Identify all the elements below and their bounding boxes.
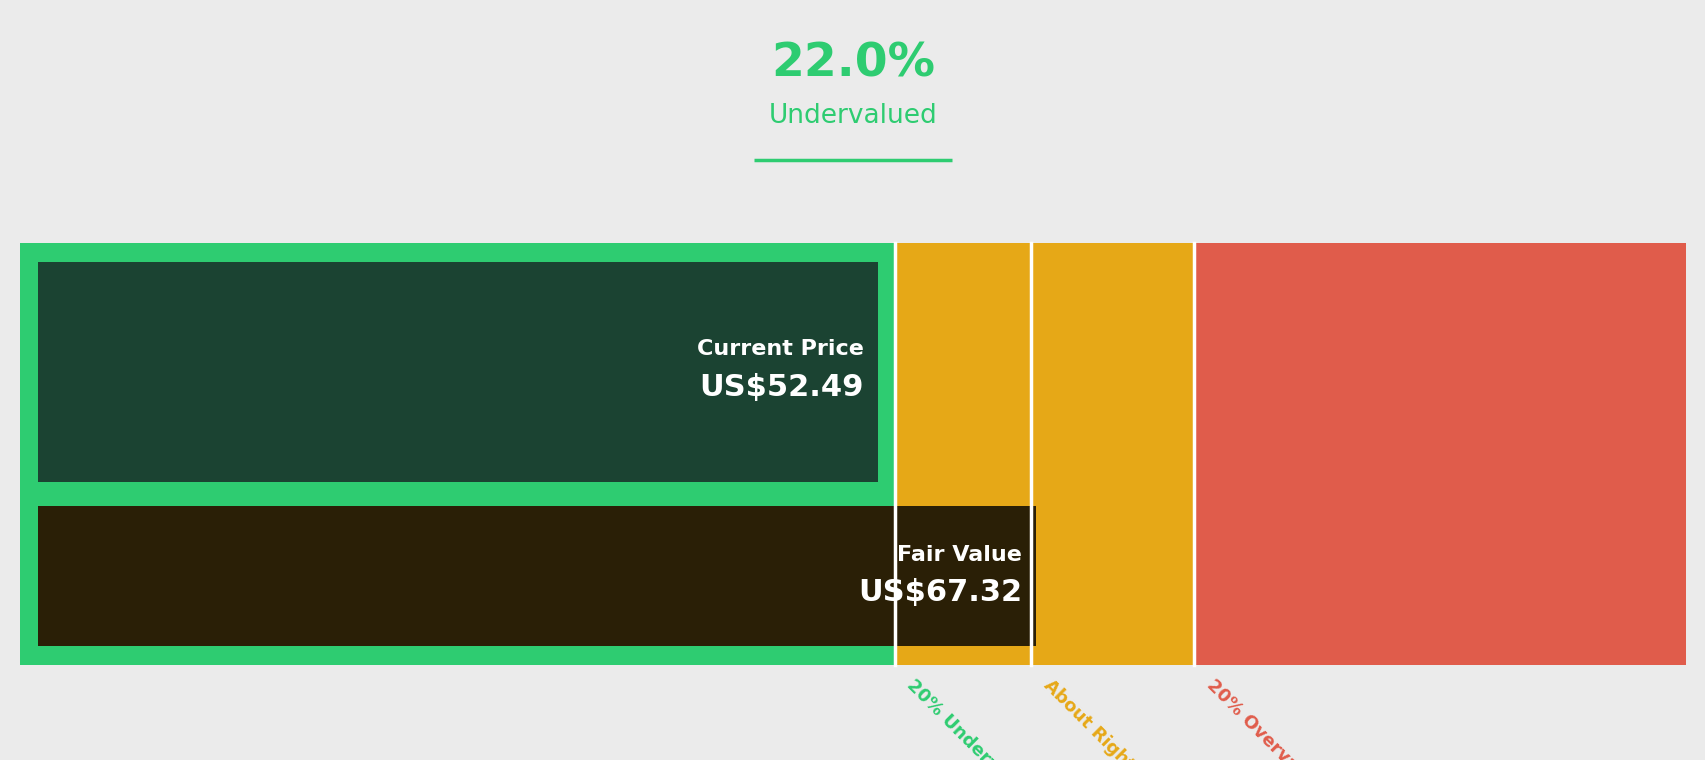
Text: Current Price: Current Price <box>697 339 863 359</box>
Text: Undervalued: Undervalued <box>769 103 936 128</box>
Text: 20% Undervalued: 20% Undervalued <box>902 676 1042 760</box>
Bar <box>893 243 1030 665</box>
Text: US$67.32: US$67.32 <box>858 578 1021 607</box>
Bar <box>38 262 876 482</box>
Text: 20% Overvalued: 20% Overvalued <box>1202 676 1332 760</box>
Text: About Right: About Right <box>1038 676 1137 760</box>
Bar <box>38 506 1035 646</box>
Text: Fair Value: Fair Value <box>897 545 1021 565</box>
Bar <box>1194 243 1685 665</box>
Text: US$52.49: US$52.49 <box>699 373 863 402</box>
Bar <box>20 243 893 665</box>
Bar <box>1030 243 1194 665</box>
Text: 22.0%: 22.0% <box>771 42 934 87</box>
